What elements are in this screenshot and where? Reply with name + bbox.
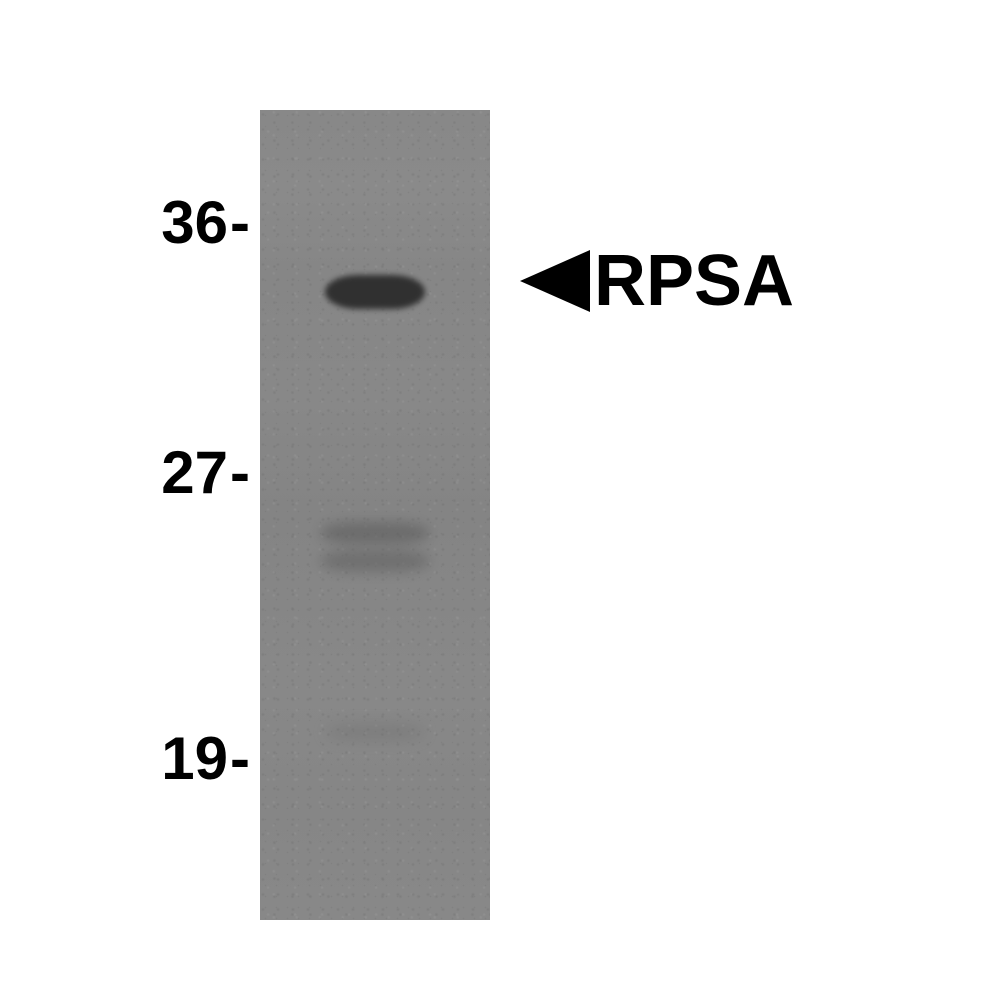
band-secondary-band-2 xyxy=(320,550,430,572)
lane-noise xyxy=(260,110,490,920)
protein-annotation: RPSA xyxy=(520,240,794,322)
marker-number: 19 xyxy=(161,725,228,792)
marker-19: 19- xyxy=(161,724,250,793)
band-faint-band xyxy=(325,724,425,740)
marker-dash: - xyxy=(230,438,250,507)
marker-dash: - xyxy=(230,188,250,257)
marker-number: 36 xyxy=(161,189,228,256)
marker-dash: - xyxy=(230,724,250,793)
band-primary-band xyxy=(325,275,425,309)
marker-36: 36- xyxy=(161,188,250,257)
protein-label-text: RPSA xyxy=(594,240,794,322)
band-secondary-band-1 xyxy=(320,522,430,544)
blot-lane xyxy=(260,110,490,920)
arrow-left-icon xyxy=(520,250,590,312)
marker-27: 27- xyxy=(161,438,250,507)
marker-number: 27 xyxy=(161,439,228,506)
